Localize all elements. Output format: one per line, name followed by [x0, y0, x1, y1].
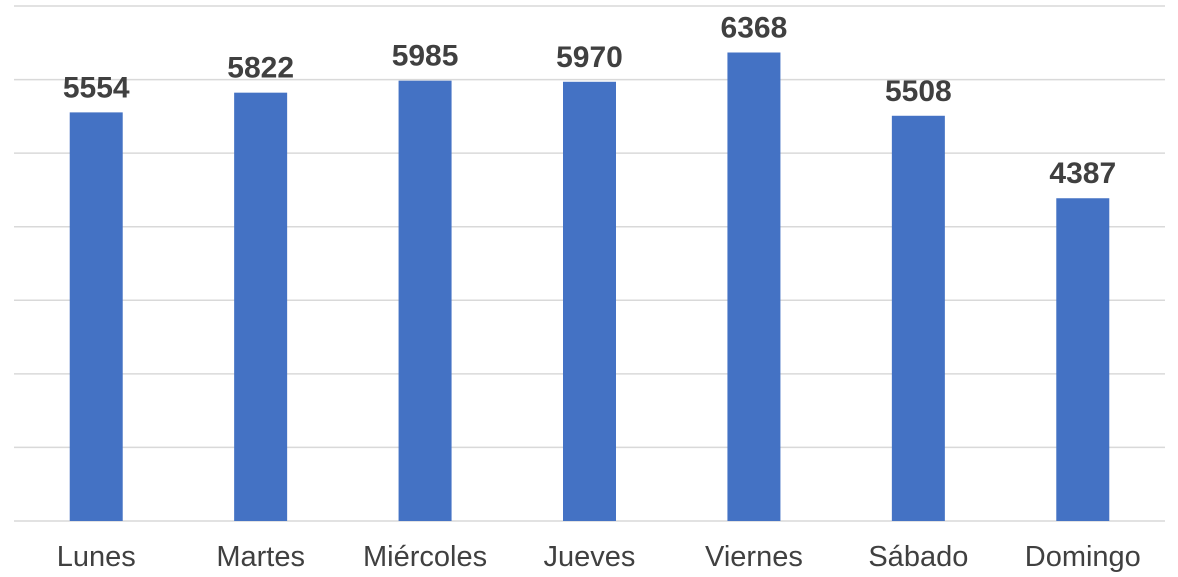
bar-6: [891, 115, 945, 522]
bar-7: [1056, 198, 1110, 522]
x-tick-label-2: Martes: [216, 541, 305, 573]
data-label-7: 4387: [1049, 157, 1116, 190]
bar-4: [563, 81, 616, 522]
data-label-2: 5822: [227, 52, 294, 85]
data-label-6: 5508: [885, 75, 952, 108]
x-tick-label-5: Viernes: [705, 541, 803, 573]
data-label-4: 5970: [556, 41, 623, 74]
bar-5: [727, 52, 781, 522]
bar-2: [234, 92, 288, 521]
data-label-3: 5985: [392, 40, 459, 73]
x-tick-label-4: Jueves: [544, 541, 636, 573]
data-labels: 5554 5822 5985 5970 6368 5508 4387: [63, 11, 1116, 190]
bar-1: [69, 112, 123, 522]
data-label-5: 6368: [721, 11, 788, 44]
x-tick-label-7: Domingo: [1025, 541, 1141, 573]
bar-3: [398, 80, 452, 522]
x-tick-label-6: Sábado: [868, 541, 968, 573]
x-axis-tick-labels: Lunes Martes Miércoles Jueves Viernes Sábado D…: [57, 541, 1141, 573]
x-tick-label-3: Miércoles: [363, 541, 487, 573]
data-label-1: 5554: [63, 71, 130, 104]
bars: [69, 52, 1110, 522]
x-tick-label-1: Lunes: [57, 541, 136, 573]
